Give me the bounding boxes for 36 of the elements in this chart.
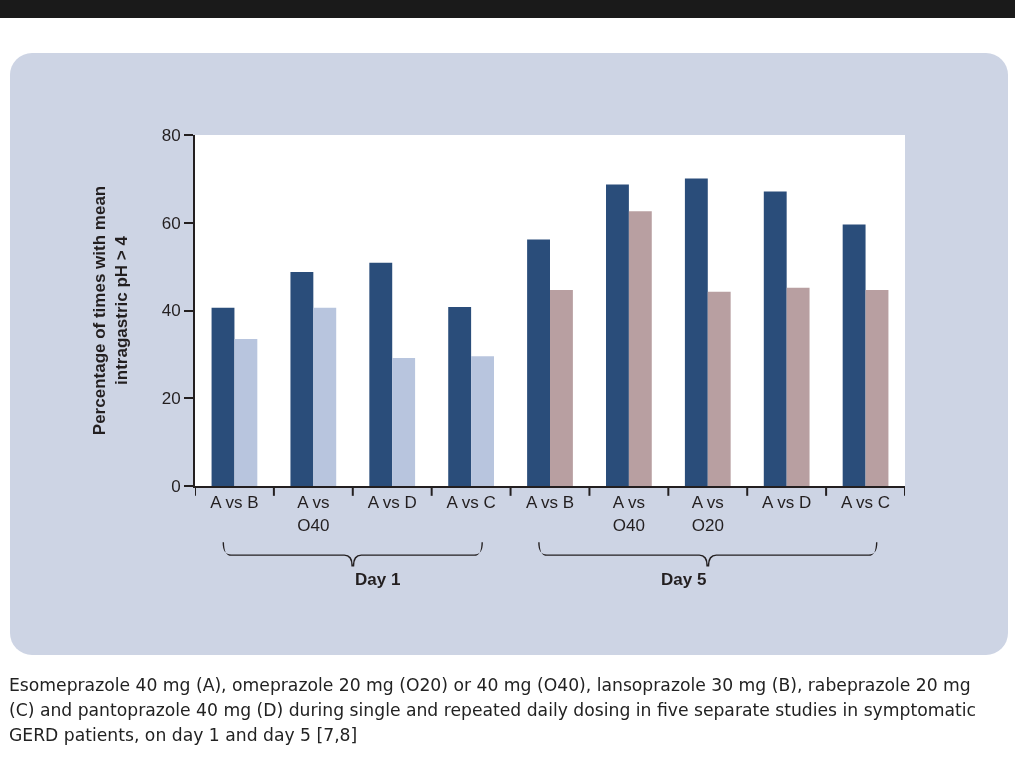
- x-tick-label: A vs B: [210, 493, 259, 513]
- bar: [369, 262, 393, 486]
- bar: [707, 291, 731, 486]
- x-tick-label: A vs B: [525, 493, 575, 513]
- text: Day 5: [661, 570, 707, 589]
- bar: [527, 239, 550, 486]
- x-tick-label: A vs O40: [612, 493, 645, 535]
- bar: [865, 289, 889, 486]
- y-tick-label: 40: [161, 301, 181, 321]
- bar: [606, 184, 629, 486]
- text: Esomeprazole 40 mg (A), omeprazole 20 mg (O20) or 40 mg (O40), lansoprazole 30 mg (B), rabeprazole 20 mg (C) and pantoprazole 40 mg (D) during single and repeated daily dosing in five separate studies in symptomatic GERD patients, on day 1 and day 5 [7,8]: [9, 674, 977, 747]
- bar: [471, 356, 494, 486]
- y-tick-label: 20: [161, 389, 181, 409]
- bar: [763, 191, 787, 486]
- x-tick-label: A vs C: [446, 493, 496, 513]
- y-tick-label: 60: [161, 213, 181, 233]
- bar: [628, 211, 652, 486]
- x-tick-label: A vs D: [367, 493, 417, 513]
- bar: [786, 287, 810, 486]
- x-tick-label: A vs D: [762, 493, 812, 513]
- y-tick-label: 80: [161, 125, 181, 145]
- x-tick-label: A vs O20: [691, 493, 724, 535]
- bar: [684, 178, 708, 486]
- bar: [211, 307, 235, 486]
- bar: [290, 271, 314, 486]
- bar: [392, 357, 416, 486]
- bar: [550, 289, 573, 486]
- bar: [448, 306, 472, 486]
- bar: [842, 224, 866, 486]
- y-axis-title: Percentage of times with mean intragastric pH > 4: [89, 185, 131, 436]
- x-tick-label: A vs C: [841, 493, 891, 513]
- bar: [313, 307, 337, 486]
- bar: [234, 339, 258, 486]
- x-tick-label: A vs O40: [297, 493, 330, 535]
- text: Day 1: [355, 570, 401, 589]
- y-tick-label: 0: [171, 476, 181, 496]
